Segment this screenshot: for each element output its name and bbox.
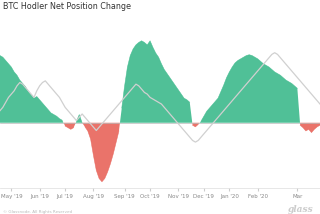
Text: © Glassnode. All Rights Reserved: © Glassnode. All Rights Reserved [3, 210, 72, 214]
Text: BTC Hodler Net Position Change: BTC Hodler Net Position Change [3, 2, 131, 11]
Text: glass: glass [288, 205, 314, 214]
